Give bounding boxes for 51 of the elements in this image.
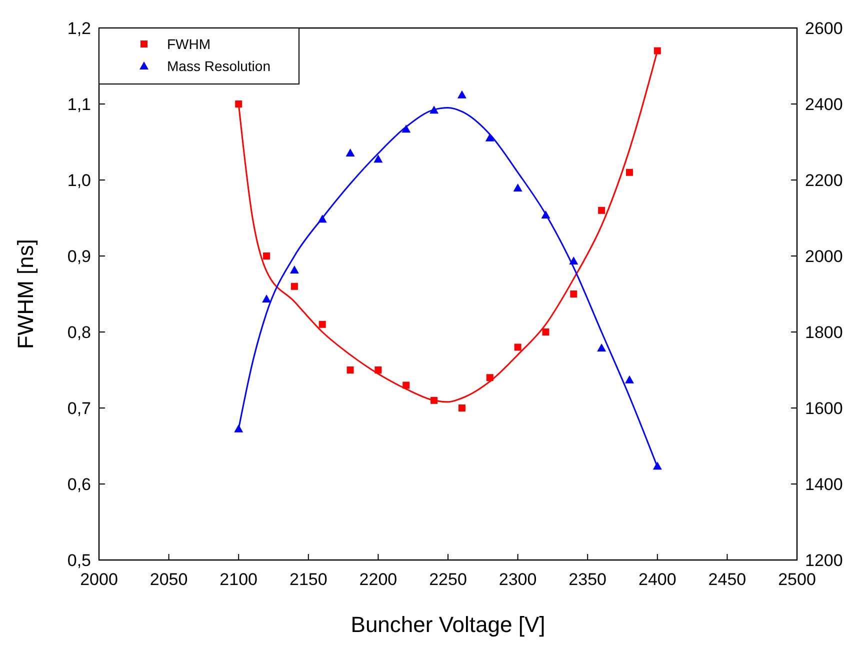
legend-label: Mass Resolution <box>167 58 270 74</box>
y-tick-label: 0,8 <box>67 323 91 342</box>
y-tick-label: 0,6 <box>67 475 91 494</box>
x-tick-label: 2250 <box>429 570 467 589</box>
y2-tick-label: 2600 <box>805 19 843 38</box>
point <box>514 344 522 351</box>
legend-label: FWHM <box>167 36 211 52</box>
point <box>485 133 494 142</box>
y-axis-title: FWHM [ns] <box>13 239 38 349</box>
point <box>346 148 355 157</box>
point <box>598 206 606 214</box>
point <box>626 168 633 176</box>
y2-tick-label: 2200 <box>805 171 843 190</box>
point <box>458 404 466 412</box>
x-tick-label: 2000 <box>80 570 118 589</box>
y-tick-label: 1,1 <box>67 95 91 114</box>
x-tick-label: 2050 <box>150 570 188 589</box>
y-tick-label: 0,7 <box>67 399 91 418</box>
x-axis-title: Buncher Voltage [V] <box>350 612 546 637</box>
x-tick-label: 2500 <box>778 570 816 589</box>
y2-tick-label: 1400 <box>805 475 843 494</box>
y-tick-label: 0,5 <box>67 551 91 570</box>
y2-tick-label: 2400 <box>805 95 843 114</box>
x-tick-label: 2400 <box>638 570 676 589</box>
point <box>263 252 270 260</box>
y2-tick-label: 1200 <box>805 551 843 570</box>
x-tick-label: 2350 <box>568 570 607 589</box>
point <box>290 282 298 290</box>
y2-tick-label: 2000 <box>805 247 843 266</box>
x-tick-label: 2200 <box>359 570 398 589</box>
y2-tick-label: 1800 <box>805 323 843 342</box>
y-tick-label: 1,2 <box>67 19 91 38</box>
point <box>374 154 383 163</box>
y-tick-label: 0,9 <box>67 247 91 266</box>
y2-tick-label: 1600 <box>805 399 843 418</box>
point <box>318 320 326 328</box>
point <box>402 382 410 389</box>
x-tick-label: 2300 <box>498 570 537 589</box>
point <box>262 294 272 302</box>
y-tick-label: 1,0 <box>67 171 91 190</box>
point <box>346 366 354 374</box>
point <box>457 90 466 98</box>
point <box>624 375 634 384</box>
x-tick-label: 2150 <box>289 570 328 589</box>
point <box>513 183 522 192</box>
point <box>290 266 299 274</box>
x-tick-label: 2100 <box>220 570 258 589</box>
point <box>570 290 578 298</box>
x-tick-label: 2450 <box>708 570 746 589</box>
point <box>597 343 606 352</box>
point <box>542 328 550 336</box>
